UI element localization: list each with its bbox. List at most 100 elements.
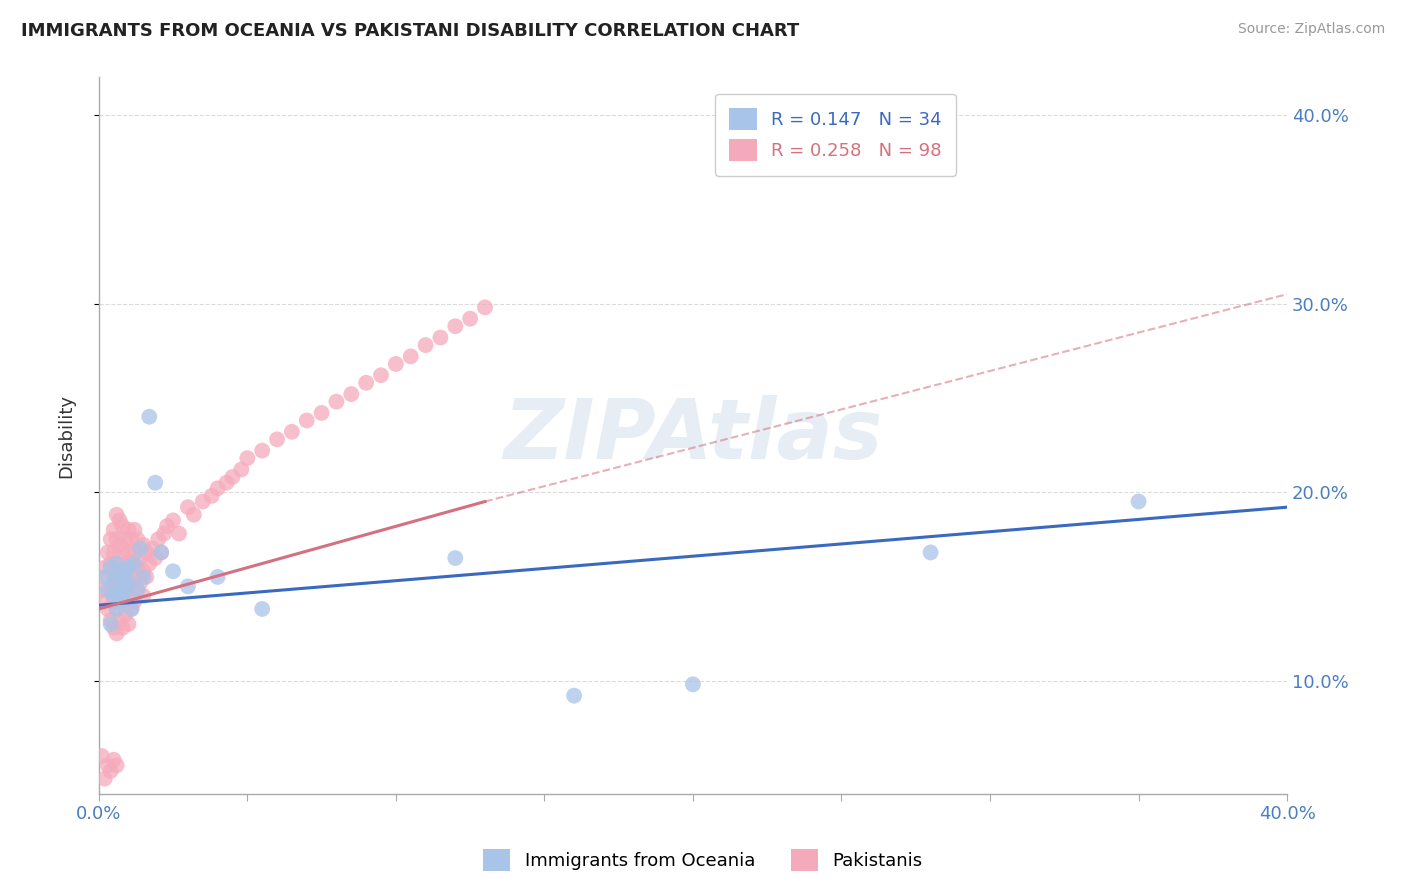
Point [90,583,112,598]
Point [108,513,131,527]
Point [114,533,136,547]
Point [167,526,190,541]
Point [103,621,125,635]
Point [108,594,131,608]
Point [111,570,134,584]
Point [108,564,131,578]
Point [132,538,155,552]
Point [156,519,179,533]
Text: Source: ZipAtlas.com: Source: ZipAtlas.com [1237,22,1385,37]
Point [124,557,146,571]
Point [100,533,122,547]
Point [108,589,131,603]
Point [250,443,273,458]
Point [100,764,122,778]
Point [138,409,160,424]
Legend: R = 0.147   N = 34, R = 0.258   N = 98: R = 0.147 N = 34, R = 0.258 N = 98 [716,94,956,176]
Point [191,494,214,508]
Point [97,570,120,584]
Point [121,602,143,616]
Point [250,602,273,616]
Point [105,758,128,772]
Point [121,602,143,616]
Point [103,575,125,590]
Point [385,357,408,371]
Point [129,541,152,556]
Point [153,526,176,541]
Point [162,564,184,578]
Point [121,579,143,593]
Point [103,589,125,603]
Point [103,753,125,767]
Point [135,570,157,584]
Point [143,551,166,566]
Point [135,545,157,559]
Text: IMMIGRANTS FROM OCEANIA VS PAKISTANI DISABILITY CORRELATION CHART: IMMIGRANTS FROM OCEANIA VS PAKISTANI DIS… [21,22,800,40]
Legend: Immigrants from Oceania, Pakistanis: Immigrants from Oceania, Pakistanis [477,842,929,879]
Point [141,541,163,556]
Point [105,557,128,571]
Point [117,592,139,607]
Point [295,413,318,427]
Point [920,545,942,559]
Point [103,523,125,537]
Point [117,570,139,584]
Point [103,570,125,584]
Point [105,602,128,616]
Point [148,533,170,547]
Point [90,749,112,764]
Point [105,508,128,522]
Point [114,583,136,598]
Point [124,594,146,608]
Point [105,602,128,616]
Point [340,387,363,401]
Point [111,545,134,559]
Point [132,589,155,603]
Point [117,617,139,632]
Point [127,533,149,547]
Point [114,607,136,622]
Point [93,560,115,574]
Point [415,338,437,352]
Point [100,557,122,571]
Point [1128,494,1150,508]
Point [108,583,131,598]
Point [103,545,125,559]
Point [105,533,128,547]
Point [108,613,131,627]
Point [100,613,122,627]
Point [281,425,304,439]
Point [111,589,134,603]
Point [207,570,229,584]
Point [127,583,149,598]
Point [93,594,115,608]
Point [117,575,139,590]
Point [111,564,134,578]
Point [177,579,200,593]
Point [97,602,120,616]
Y-axis label: Disability: Disability [58,393,75,477]
Point [108,538,131,552]
Point [143,475,166,490]
Point [231,462,253,476]
Point [117,545,139,559]
Point [132,564,155,578]
Point [121,555,143,569]
Point [207,481,229,495]
Point [124,523,146,537]
Point [132,570,155,584]
Point [266,433,288,447]
Point [127,583,149,598]
Point [562,689,585,703]
Point [429,330,451,344]
Point [215,475,238,490]
Point [124,545,146,559]
Point [93,570,115,584]
Point [129,551,152,566]
Point [201,489,224,503]
Point [100,583,122,598]
Point [444,551,467,566]
Point [183,508,205,522]
Point [177,500,200,515]
Point [100,560,122,574]
